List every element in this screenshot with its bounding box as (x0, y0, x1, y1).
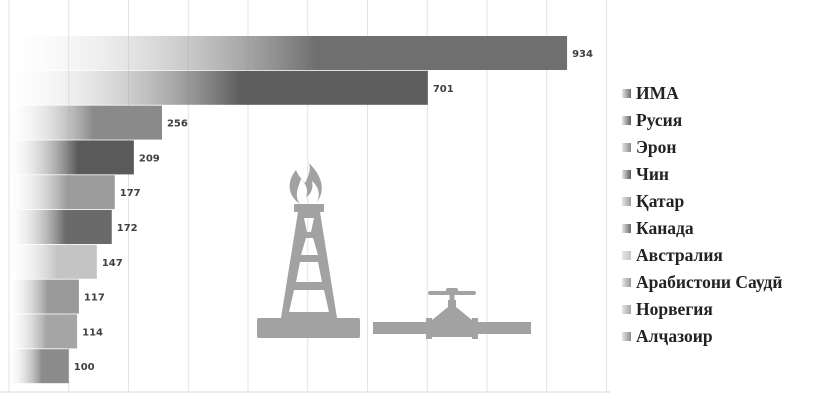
bars (9, 36, 568, 384)
bar-9 (9, 314, 78, 349)
value-label-4: 209 (139, 153, 160, 164)
legend: ИМА Русия Эрон Чин Қатар Канада Австралия Араби… (622, 80, 812, 350)
bar-7 (9, 244, 97, 279)
value-label-9: 114 (82, 327, 103, 338)
bar-3 (9, 105, 162, 140)
legend-label: Австралия (636, 245, 723, 265)
legend-item: Норвегия (622, 296, 812, 323)
legend-swatch (622, 143, 631, 152)
bar-1 (9, 36, 568, 70)
value-label-8: 117 (84, 293, 105, 304)
legend-label: Русия (636, 110, 683, 130)
value-label-3: 256 (167, 119, 188, 130)
legend-item: Эрон (622, 134, 812, 161)
legend-label: Канада (636, 218, 694, 238)
legend-swatch (622, 278, 631, 287)
legend-swatch (622, 251, 631, 260)
value-label-6: 172 (117, 223, 138, 234)
legend-swatch (622, 170, 631, 179)
legend-swatch (622, 224, 631, 233)
legend-item: Арабистони Саудӣ (622, 269, 812, 296)
value-label-10: 100 (74, 362, 95, 373)
legend-item: Австралия (622, 242, 812, 269)
pipeline-valve-icon (373, 288, 531, 339)
bar-6 (9, 210, 112, 244)
value-label-1: 934 (572, 49, 593, 60)
bar-10 (9, 349, 69, 384)
legend-item: Қатар (622, 188, 812, 215)
legend-swatch (622, 305, 631, 314)
legend-label: Арабистони Саудӣ (636, 272, 783, 292)
legend-item: Алҷазоир (622, 323, 812, 350)
legend-label: Чин (636, 164, 670, 184)
bar-8 (9, 279, 79, 314)
legend-swatch (622, 332, 631, 341)
value-label-7: 147 (102, 258, 123, 269)
legend-item: Чин (622, 161, 812, 188)
legend-label: Алҷазоир (636, 326, 713, 346)
legend-item: ИМА (622, 80, 812, 107)
legend-item: Русия (622, 107, 812, 134)
legend-swatch (622, 89, 631, 98)
legend-swatch (622, 116, 631, 125)
bar-5 (9, 175, 115, 210)
gas-flame-derrick-icon (257, 163, 360, 338)
bar-2 (9, 70, 428, 105)
legend-swatch (622, 197, 631, 206)
legend-label: Эрон (636, 137, 677, 157)
legend-label: Норвегия (636, 299, 713, 319)
value-label-2: 701 (433, 84, 454, 95)
bar-4 (9, 140, 134, 175)
legend-label: Қатар (636, 191, 685, 211)
legend-item: Канада (622, 215, 812, 242)
legend-label: ИМА (636, 83, 679, 103)
value-labels: 934 701 256 209 177 172 147 117 114 100 (74, 49, 593, 373)
value-label-5: 177 (120, 188, 141, 199)
